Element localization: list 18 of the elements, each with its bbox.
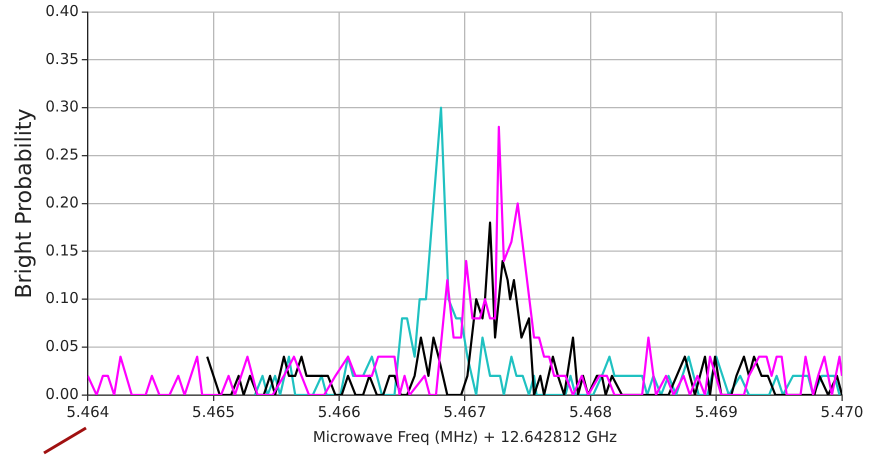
x-tick-label: 5.466: [318, 402, 361, 421]
x-tick-label: 5.467: [443, 402, 486, 421]
y-tick-label: 0.05: [45, 337, 79, 356]
x-tick-label: 5.470: [820, 402, 864, 421]
y-tick-label: 0.30: [45, 98, 79, 116]
x-tick-label: 5.465: [192, 402, 235, 421]
y-axis-title: Bright Probability: [12, 108, 37, 299]
y-tick-label: 0.25: [45, 146, 79, 164]
y-tick-label: 0.00: [45, 384, 79, 403]
y-tick-label: 0.10: [45, 289, 79, 308]
x-axis-title: Microwave Freq (MHz) + 12.642812 GHz: [312, 428, 618, 446]
y-tick-label: 0.15: [45, 241, 79, 260]
y-tick-label: 0.20: [45, 193, 79, 212]
x-tick-label: 5.468: [569, 402, 612, 421]
y-tick-label: 0.35: [45, 50, 79, 68]
y-tick-label: 0.40: [45, 2, 79, 20]
x-tick-label: 5.469: [694, 402, 738, 421]
x-tick-label: 5.464: [66, 402, 110, 421]
